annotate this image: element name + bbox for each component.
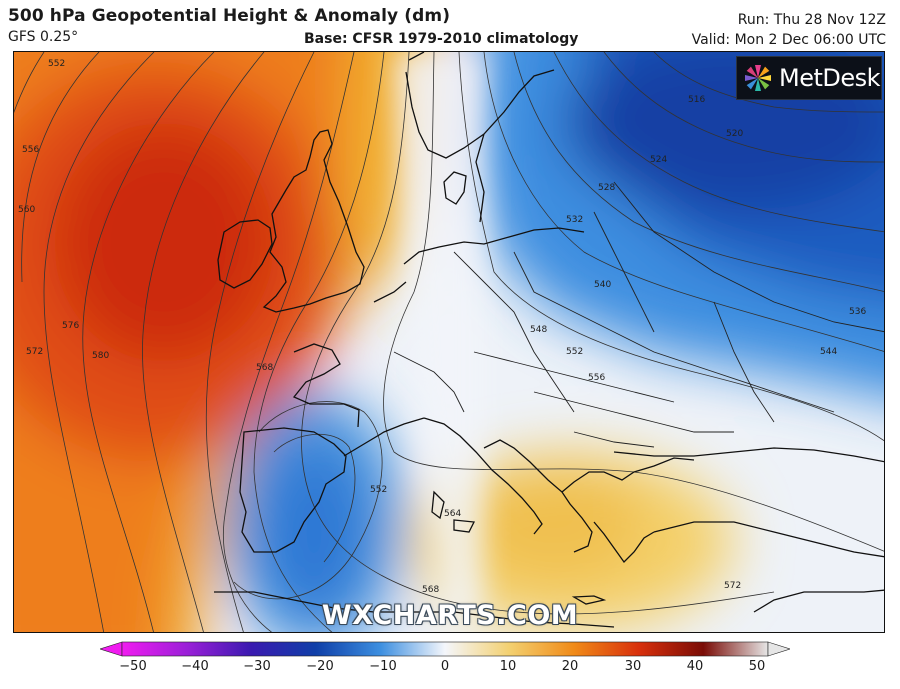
- colorbar-low-arrow: [100, 641, 123, 657]
- contour-label: 556: [22, 145, 39, 155]
- anomaly-colorbar: [100, 641, 790, 657]
- country-borders: [393, 181, 884, 448]
- colorbar-tick: 40: [686, 659, 704, 674]
- colorbar-tick: 20: [561, 659, 579, 674]
- contour-label: 524: [650, 155, 667, 165]
- metdesk-logo: MetDesk: [736, 56, 882, 100]
- contour-label: 536: [849, 307, 866, 317]
- contour-label: 544: [820, 347, 837, 357]
- map-panel[interactable]: 552 556 560 572 576 580 568 516 520 524 …: [13, 51, 885, 633]
- contour-label: 528: [598, 183, 615, 193]
- contour-labels: 552 556 560 572 576 580 568 516 520 524 …: [18, 59, 866, 595]
- colorbar-high-arrow: [767, 641, 790, 657]
- valid-time-label: Valid: Mon 2 Dec 06:00 UTC: [691, 32, 886, 48]
- anomaly-map: 552 556 560 572 576 580 568 516 520 524 …: [14, 52, 884, 632]
- chart-title: 500 hPa Geopotential Height & Anomaly (d…: [8, 6, 451, 26]
- contour-label: 548: [530, 325, 547, 335]
- contour-label: 560: [18, 205, 35, 215]
- contour-label: 576: [62, 321, 79, 331]
- contour-label: 556: [588, 373, 605, 383]
- contour-label: 552: [370, 485, 387, 495]
- metdesk-pinwheel-icon: [745, 65, 771, 91]
- contour-label: 520: [726, 129, 743, 139]
- contour-label: 580: [92, 351, 109, 361]
- model-label: GFS 0.25°: [8, 29, 79, 45]
- wxcharts-watermark: WXCHARTS.COM: [321, 600, 579, 631]
- colorbar-tick-labels: −50 −40 −30 −20 −10 0 10 20 30 40 50: [0, 659, 900, 679]
- height-contours: [14, 52, 884, 632]
- climatology-base-label: Base: CFSR 1979-2010 climatology: [304, 31, 579, 47]
- contour-label: 564: [444, 509, 461, 519]
- colorbar-gradient: [121, 641, 769, 657]
- contour-label: 572: [724, 581, 741, 591]
- coastlines: [214, 52, 884, 628]
- anomaly-shading: [14, 52, 884, 632]
- colorbar-tick: −50: [119, 659, 147, 674]
- colorbar-tick: −30: [243, 659, 271, 674]
- contour-label: 532: [566, 215, 583, 225]
- contour-label: 572: [26, 347, 43, 357]
- colorbar-tick: 0: [440, 659, 450, 674]
- colorbar-tick: 30: [624, 659, 642, 674]
- colorbar-tick: −40: [181, 659, 209, 674]
- contour-label: 568: [422, 585, 439, 595]
- header-right: Run: Thu 28 Nov 12Z Valid: Mon 2 Dec 06:…: [692, 10, 886, 50]
- metdesk-logo-text: MetDesk: [779, 64, 881, 92]
- contour-label: 552: [566, 347, 583, 357]
- contour-label: 516: [688, 95, 705, 105]
- contour-label: 568: [256, 363, 273, 373]
- contour-label: 552: [48, 59, 65, 69]
- run-time-label: Run: Thu 28 Nov 12Z: [737, 12, 886, 28]
- colorbar-tick: −10: [369, 659, 397, 674]
- contour-label: 540: [594, 280, 611, 290]
- colorbar-tick: −20: [306, 659, 334, 674]
- colorbar-tick: 50: [748, 659, 766, 674]
- colorbar-tick: 10: [499, 659, 517, 674]
- header-left: 500 hPa Geopotential Height & Anomaly (d…: [8, 6, 450, 45]
